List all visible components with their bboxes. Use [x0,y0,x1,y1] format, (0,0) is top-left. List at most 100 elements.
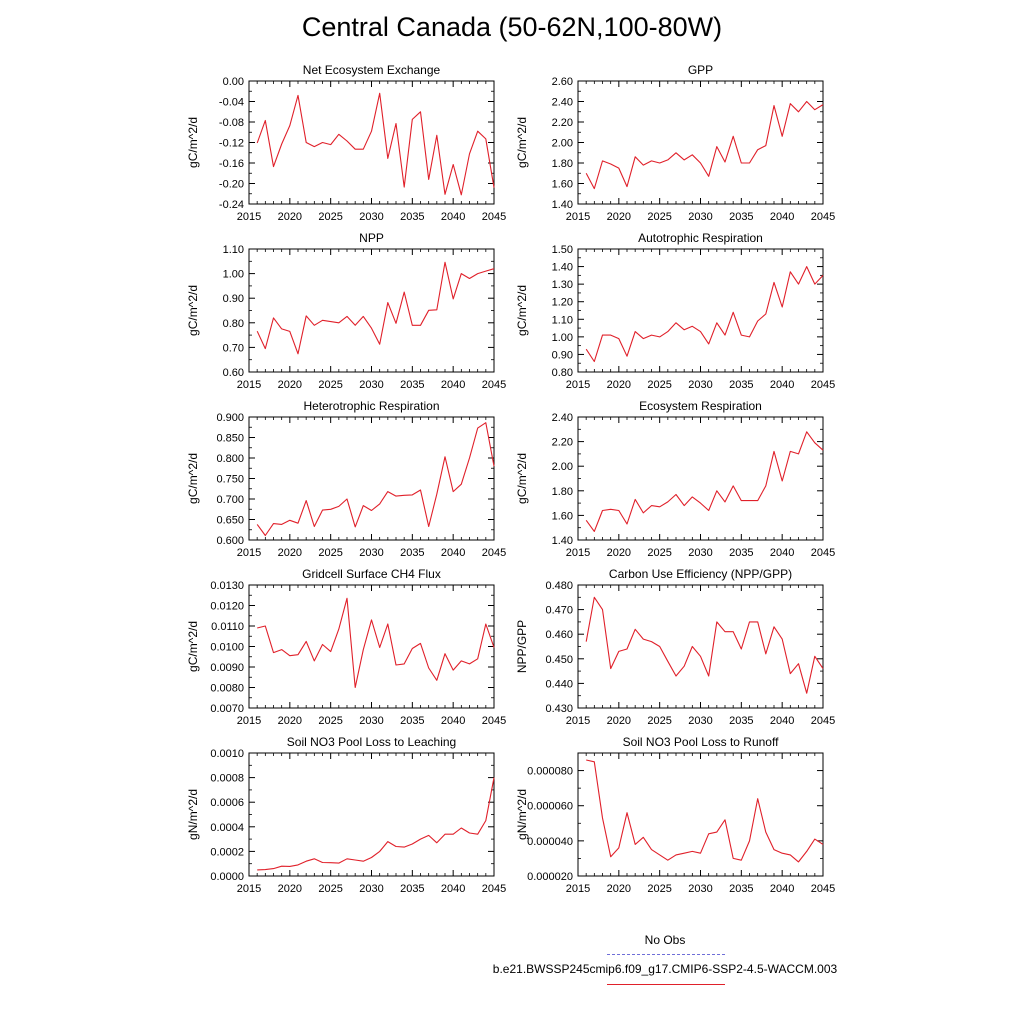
x-tick-label: 2040 [441,211,465,223]
x-tick-label: 2045 [811,883,835,895]
y-tick-label: 0.60 [223,367,244,379]
y-tick-label: 1.00 [223,269,244,281]
x-tick-label: 2035 [729,547,753,559]
y-tick-label: 0.440 [545,678,573,690]
x-tick-label: 2045 [482,211,506,223]
panel-title: Ecosystem Respiration [639,399,762,413]
x-tick-label: 2040 [441,547,465,559]
y-tick-label: 2.20 [552,437,573,449]
y-tick-label: -0.12 [219,138,244,150]
x-tick-label: 2015 [566,883,590,895]
panel-5: Heterotrophic Respiration gC/m^2/d 2015 202… [186,399,506,559]
panel-1: Net Ecosystem Exchange gC/m^2/d 2015 2020 20… [186,63,506,223]
y-tick-label: 0.0090 [210,662,244,674]
y-tick-label: 0.470 [545,605,573,617]
y-axis-label: NPP/GPP [515,620,529,673]
x-tick-label: 2045 [811,715,835,727]
plot-frame [577,584,824,709]
series-line [256,92,495,196]
y-tick-label: -0.16 [219,158,244,170]
y-tick-label: 0.0120 [210,601,244,613]
y-tick-label: 1.50 [552,244,573,256]
y-tick-label: -0.20 [219,179,244,191]
y-tick-label: 2.60 [552,76,573,88]
x-tick-label: 2030 [359,715,383,727]
x-tick-label: 2020 [278,211,302,223]
page-title: Central Canada (50-62N,100-80W) [301,12,723,42]
y-tick-label: 0.800 [216,453,244,465]
panel-title: Soil NO3 Pool Loss to Leaching [287,735,456,749]
panel-6: Ecosystem Respiration gC/m^2/d 2015 2020 202… [515,399,835,559]
x-tick-label: 2025 [318,715,342,727]
y-axis-label: gC/m^2/d [186,285,200,336]
x-tick-label: 2040 [770,547,794,559]
y-tick-label: 1.20 [552,297,573,309]
y-tick-label: 0.0002 [210,846,244,858]
x-tick-label: 2035 [400,547,424,559]
y-tick-label: 2.40 [552,97,573,109]
panel-title: Carbon Use Efficiency (NPP/GPP) [609,567,792,581]
panel-title: Soil NO3 Pool Loss to Runoff [623,735,780,749]
legend-no-obs-swatch [607,954,725,955]
y-tick-label: 0.650 [216,515,244,527]
y-tick-label: 0.90 [223,293,244,305]
x-tick-label: 2020 [607,715,631,727]
panel-10: Soil NO3 Pool Loss to Runoff gN/m^2/d 2015… [515,735,835,895]
x-tick-label: 2020 [278,715,302,727]
panel-4: Autotrophic Respiration gC/m^2/d 2015 2020 2… [515,231,835,391]
x-tick-label: 2025 [647,883,671,895]
y-tick-label: 0.00 [223,76,244,88]
y-axis-label: gC/m^2/d [515,285,529,336]
y-axis-label: gN/m^2/d [515,789,529,840]
x-tick-label: 2030 [688,883,712,895]
x-tick-label: 2040 [441,883,465,895]
panel-9: Soil NO3 Pool Loss to Leaching gN/m^2/d 20… [186,735,506,895]
series-line [585,596,824,694]
panel-title: NPP [359,231,384,245]
y-tick-label: 2.00 [552,461,573,473]
y-axis-label: gC/m^2/d [186,453,200,504]
panel-title: Gridcell Surface CH4 Flux [302,567,441,581]
series-line [586,759,824,863]
x-tick-label: 2030 [359,211,383,223]
y-tick-label: 1.10 [552,314,573,326]
plot-frame [577,248,824,373]
plot-frame [248,584,495,709]
plot-frame [248,416,495,541]
x-tick-label: 2035 [729,211,753,223]
y-tick-label: 1.60 [552,510,573,522]
x-tick-label: 2025 [647,715,671,727]
x-tick-label: 2035 [729,379,753,391]
x-tick-label: 2030 [359,883,383,895]
x-tick-label: 2045 [811,547,835,559]
y-tick-label: 0.0080 [210,683,244,695]
y-tick-label: 0.000020 [527,871,573,883]
x-tick-label: 2030 [359,379,383,391]
plot-frame [248,80,495,205]
x-tick-label: 2015 [237,715,261,727]
x-tick-label: 2040 [770,715,794,727]
y-tick-label: 0.750 [216,474,244,486]
x-tick-label: 2045 [811,379,835,391]
x-tick-label: 2025 [318,547,342,559]
x-tick-label: 2015 [566,379,590,391]
y-axis-label: gN/m^2/d [186,789,200,840]
y-tick-label: 0.70 [223,342,244,354]
y-tick-label: 2.40 [552,412,573,424]
x-tick-label: 2015 [566,547,590,559]
y-tick-label: 1.60 [552,179,573,191]
x-tick-label: 2045 [482,715,506,727]
series-line [585,266,824,363]
y-tick-label: 0.460 [545,629,573,641]
series-line [256,422,495,537]
y-tick-label: 0.0000 [210,871,244,883]
y-tick-label: 0.000080 [527,766,573,778]
x-tick-label: 2015 [566,211,590,223]
x-tick-label: 2015 [237,211,261,223]
y-tick-label: 0.450 [545,654,573,666]
legend-run-swatch [607,984,725,985]
y-tick-label: 0.0100 [210,642,244,654]
legend-run-label: b.e21.BWSSP245cmip6.f09_g17.CMIP6-SSP2-4… [492,962,838,976]
x-tick-label: 2045 [482,379,506,391]
